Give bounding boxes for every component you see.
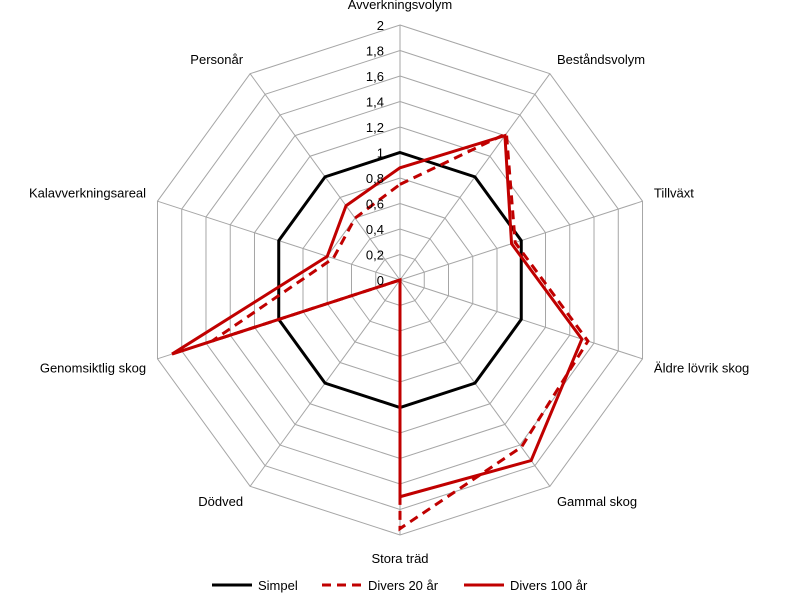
legend-label: Simpel xyxy=(258,578,298,593)
tick-label: 2 xyxy=(377,18,384,33)
axis-label: Personår xyxy=(190,52,243,67)
tick-label: 1,8 xyxy=(366,44,384,59)
tick-label: 0,4 xyxy=(366,222,384,237)
axis-label: Gammal skog xyxy=(557,494,637,509)
tick-label: 1,4 xyxy=(366,95,384,110)
legend-label: Divers 20 år xyxy=(368,578,439,593)
axis-label: Tillväxt xyxy=(654,185,694,200)
axis-labels: Avverkningsvolym Beståndsvolym Tillväxt Äld… xyxy=(29,0,749,566)
series-line xyxy=(171,133,584,499)
tick-labels: 0 0,2 0,4 0,6 0,8 1 1,2 1,4 1,6 1,8 2 xyxy=(366,18,384,288)
tick-label: 1 xyxy=(377,146,384,161)
tick-label: 1,2 xyxy=(366,120,384,135)
tick-label: 0,6 xyxy=(366,197,384,212)
series-layer xyxy=(171,131,590,532)
axis-label: Beståndsvolym xyxy=(557,52,645,67)
legend: Simpel Divers 20 år Divers 100 år xyxy=(212,578,588,593)
axis-label: Genomsiktlig skog xyxy=(40,361,146,376)
axis-label: Avverkningsvolym xyxy=(348,0,453,12)
axis-label: Äldre lövrik skog xyxy=(654,361,749,376)
tick-label: 0,2 xyxy=(366,248,384,263)
axis-label: Kalavverkningsareal xyxy=(29,185,146,200)
tick-label: 0 xyxy=(377,273,384,288)
series-line xyxy=(211,131,590,532)
axis-label: Stora träd xyxy=(371,551,428,566)
tick-label: 1,6 xyxy=(366,69,384,84)
tick-label: 0,8 xyxy=(366,171,384,186)
legend-label: Divers 100 år xyxy=(510,578,588,593)
axis-label: Dödved xyxy=(198,494,243,509)
